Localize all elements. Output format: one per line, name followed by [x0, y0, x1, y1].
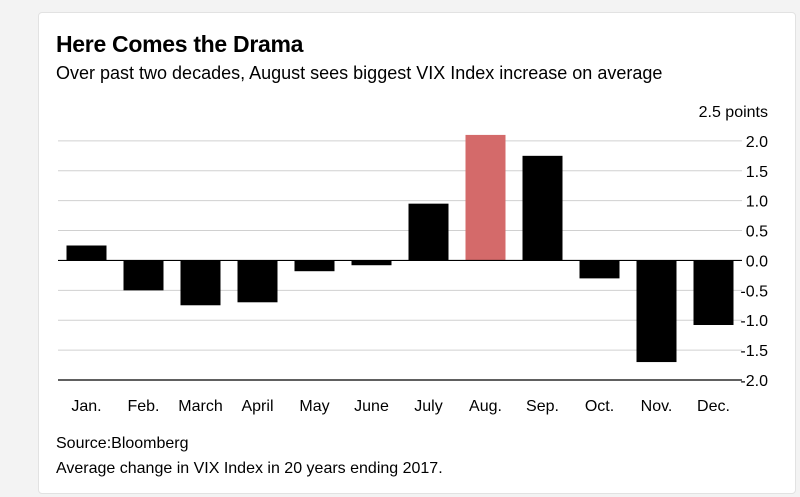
y-tick-label: 2.5 points: [699, 104, 768, 121]
x-tick-label: Nov.: [641, 398, 673, 415]
bar-sep: [522, 155, 563, 261]
bar-nov: [636, 260, 677, 363]
bar-oct: [579, 260, 620, 279]
chart-title: Here Comes the Drama: [56, 31, 304, 57]
x-tick-label: May: [299, 398, 329, 415]
bars: [66, 134, 734, 363]
x-tick-label: Oct.: [585, 398, 614, 415]
bar-jan: [66, 245, 107, 261]
y-tick-label: 1.0: [746, 194, 768, 211]
y-axis-ticks: 2.5 points 2.0 1.5 1.0 0.5 0.0 -0.5 -1.0 -1.5 -2.…: [699, 104, 768, 390]
y-tick-label: -1.5: [740, 343, 768, 360]
x-tick-label: Aug.: [469, 398, 502, 415]
x-tick-label: June: [354, 398, 389, 415]
y-tick-label: 1.5: [746, 164, 768, 181]
bar-july: [408, 203, 449, 261]
y-tick-label: -2.0: [740, 373, 768, 390]
footnote: Average change in VIX Index in 20 years …: [56, 460, 443, 477]
y-tick-label: 0.5: [746, 224, 768, 241]
bar-march: [180, 260, 221, 306]
x-tick-label: Sep.: [526, 398, 559, 415]
y-tick-label: 2.0: [746, 134, 768, 151]
bar-aug: [465, 134, 506, 261]
x-tick-label: Feb.: [127, 398, 159, 415]
bar-feb: [123, 260, 164, 291]
x-tick-label: April: [241, 398, 273, 415]
y-tick-label: 0.0: [746, 253, 768, 270]
x-tick-label: Jan.: [71, 398, 101, 415]
x-tick-label: Dec.: [697, 398, 730, 415]
bar-april: [237, 260, 278, 303]
bar-dec: [693, 260, 734, 326]
bar-june: [351, 260, 392, 266]
x-tick-label: March: [178, 398, 222, 415]
x-tick-label: July: [414, 398, 442, 415]
y-tick-label: -0.5: [740, 283, 768, 300]
bar-may: [294, 260, 335, 272]
y-tick-label: -1.0: [740, 313, 768, 330]
chart-subtitle: Over past two decades, August sees bigge…: [56, 63, 663, 83]
zero-line: [58, 259, 742, 381]
source-note: Source:Bloomberg: [56, 435, 189, 452]
x-axis-ticks: Jan. Feb. March April May June July Aug. Sep. Oct…: [71, 398, 730, 415]
